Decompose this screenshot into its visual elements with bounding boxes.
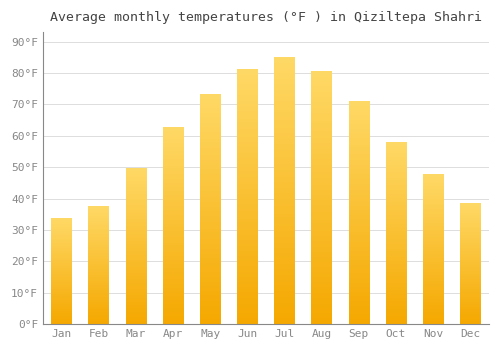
Title: Average monthly temperatures (°F ) in Qiziltepa Shahri: Average monthly temperatures (°F ) in Qi… [50, 11, 482, 24]
